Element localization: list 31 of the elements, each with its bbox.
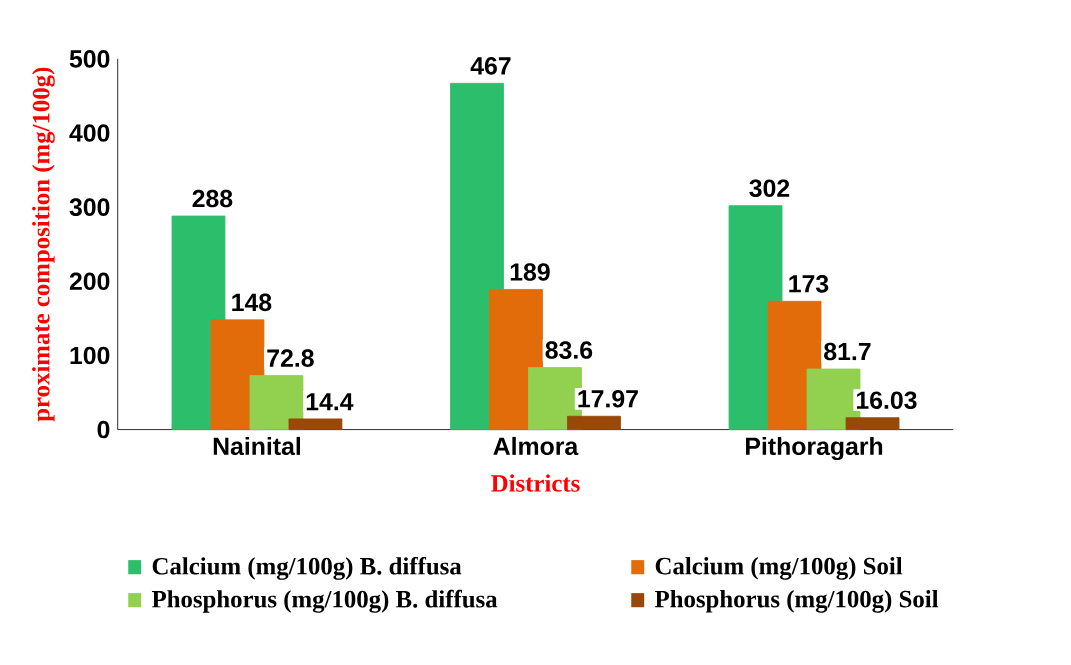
data-label: 148 [232, 293, 272, 312]
data-label: 83.6 [545, 341, 593, 359]
bar [845, 417, 900, 431]
y-tick-label: 400 [69, 124, 110, 142]
y-tick-label: 0 [97, 420, 110, 439]
bar [249, 375, 304, 431]
y-tick-label: 300 [69, 198, 110, 216]
legend-label: Phosphorus (mg/100g) B. diffusa [151, 589, 498, 613]
bar [288, 418, 343, 431]
x-axis-title: Districts [491, 474, 580, 492]
data-label: 288 [192, 189, 233, 208]
x-tick-label: Almora [493, 436, 579, 456]
data-label: 302 [749, 179, 790, 198]
y-tick-label: 200 [69, 272, 110, 291]
data-label: 173 [789, 275, 829, 293]
legend-label: Calcium (mg/100g) Soil [655, 557, 903, 580]
legend-label: Phosphorus (mg/100g) Soil [654, 590, 939, 613]
y-axis-title: proximate composition (mg/100g) [32, 67, 55, 422]
x-tick-label: Nainital [213, 436, 301, 456]
data-label: 189 [510, 263, 550, 281]
data-label: 16.03 [856, 391, 917, 410]
data-label: 72.8 [267, 349, 314, 367]
data-label: 14.4 [306, 393, 354, 411]
data-label: 17.97 [578, 390, 638, 408]
bar [567, 415, 621, 431]
data-label: 81.7 [824, 342, 871, 361]
x-tick-label: Pithoragarh [746, 436, 883, 461]
data-label: 467 [470, 57, 511, 75]
legend-label: Calcium (mg/100g) B. diffusa [152, 556, 462, 580]
y-tick-label: 100 [70, 346, 110, 365]
y-tick-label: 500 [69, 50, 110, 68]
